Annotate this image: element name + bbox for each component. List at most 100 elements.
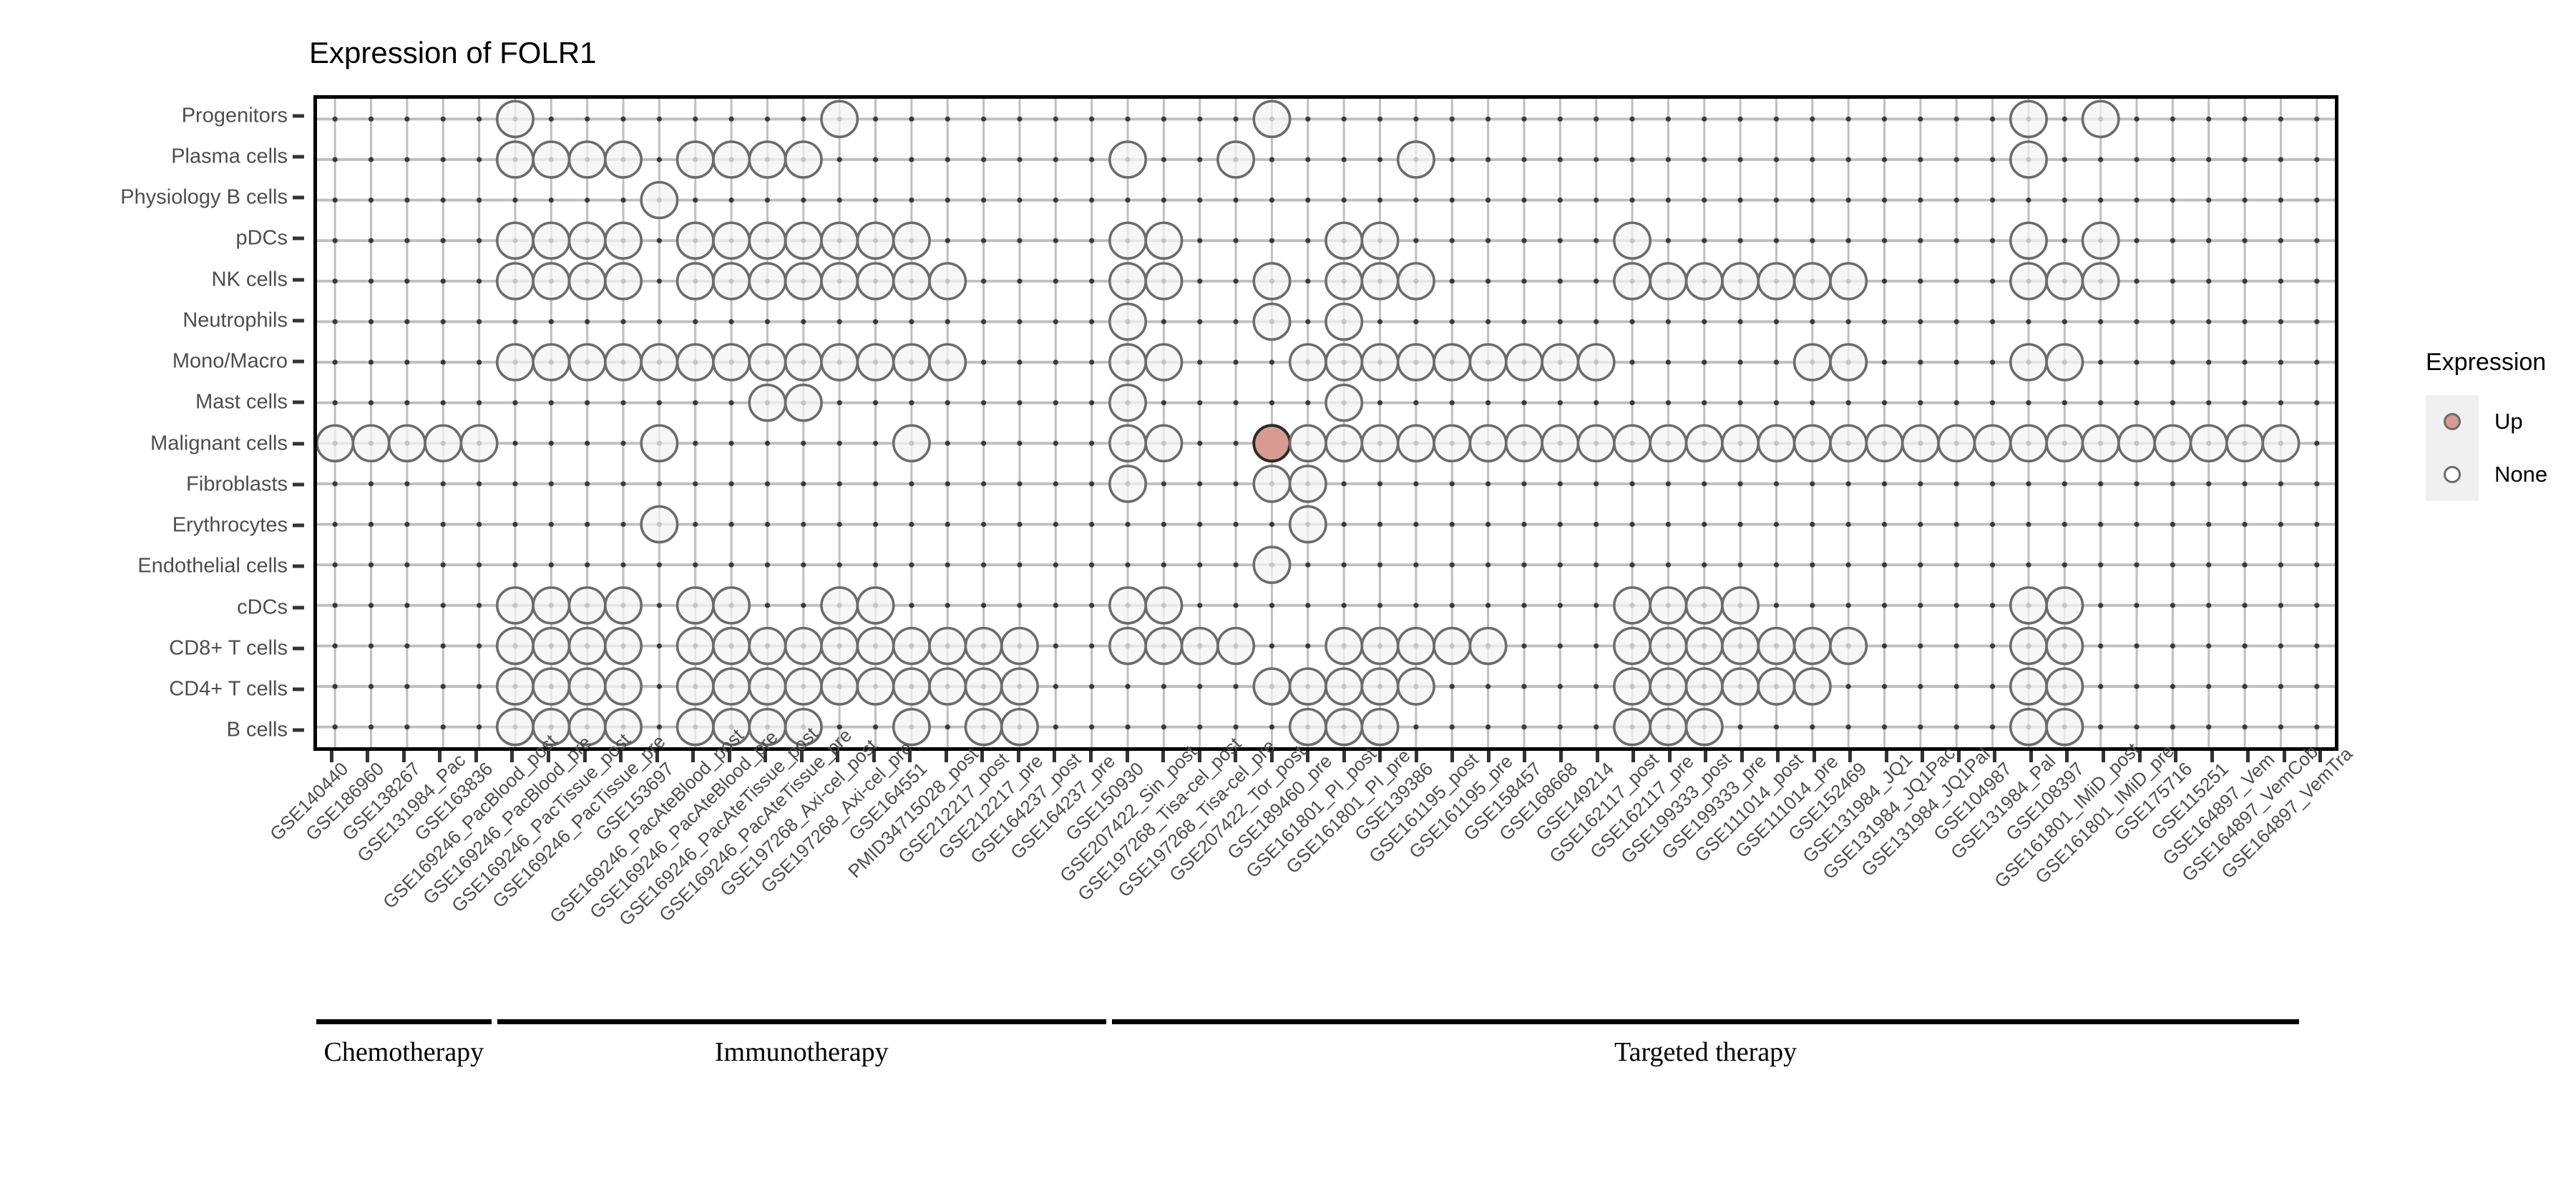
therapy-group-bar — [497, 1019, 1106, 1024]
dot-cell — [856, 586, 895, 625]
dot-cell — [604, 586, 643, 625]
dot-cell — [604, 262, 643, 301]
x-axis-tick — [2210, 751, 2214, 762]
y-axis-label: CD8+ T cells — [169, 636, 288, 660]
dot-cell — [1792, 667, 1832, 706]
dot-cell — [459, 424, 499, 463]
dot-cell — [1396, 262, 1435, 301]
y-axis-label: Erythrocytes — [172, 513, 288, 537]
x-axis-tick — [763, 751, 768, 762]
dot-cell — [820, 99, 859, 139]
legend-title: Expression — [2426, 349, 2547, 376]
dot-cell — [1216, 140, 1256, 179]
dot-cell — [928, 343, 967, 381]
dot-cell — [1108, 383, 1148, 422]
dot-cell — [604, 626, 643, 666]
dot-cell — [1144, 343, 1184, 381]
x-axis-tick — [2318, 751, 2323, 762]
y-axis-tick — [293, 319, 304, 323]
y-axis-tick — [293, 606, 304, 610]
x-axis-tick — [2174, 751, 2178, 762]
x-axis-tick — [1234, 751, 1238, 762]
dotplot-grid — [317, 99, 2335, 747]
x-axis-tick — [2137, 751, 2142, 762]
x-axis-tick — [2065, 751, 2069, 762]
y-axis-label: Physiology B cells — [120, 185, 288, 209]
dot-cell — [1829, 262, 1868, 301]
dot-cell — [1396, 140, 1435, 179]
x-axis-tick — [1740, 751, 1744, 762]
dot-cell — [2045, 586, 2084, 625]
y-axis-tick — [293, 114, 304, 118]
x-axis-tick — [1595, 751, 1599, 762]
dot-cell — [604, 667, 643, 706]
dot-cell — [1000, 626, 1039, 666]
dot-cell — [2045, 667, 2084, 706]
dot-cell — [1324, 302, 1364, 341]
dot-cell — [1252, 545, 1292, 584]
x-axis-tick — [1558, 751, 1563, 762]
dot-cell — [712, 586, 751, 625]
x-axis-tick — [1306, 751, 1310, 762]
y-axis-label: Neutrophils — [182, 308, 288, 332]
dot-cell — [604, 221, 643, 260]
x-axis-tick — [1197, 751, 1201, 762]
x-axis-tick — [1450, 751, 1455, 762]
dot-cell — [1324, 383, 1364, 422]
dot-cell — [640, 424, 679, 463]
x-axis-tick — [1921, 751, 1925, 762]
dot-cell — [1721, 586, 1760, 625]
x-axis-tick — [655, 751, 659, 762]
x-axis-tick — [1848, 751, 1853, 762]
x-axis-tick — [799, 751, 804, 762]
y-axis-label: cDCs — [237, 596, 288, 619]
x-axis-tick — [1414, 751, 1418, 762]
legend-item[interactable]: Up — [2426, 395, 2576, 448]
x-axis-tick — [582, 751, 587, 762]
legend-dot-icon — [2444, 466, 2461, 483]
x-axis-tick — [1342, 751, 1346, 762]
x-axis-tick — [908, 751, 912, 762]
y-axis-label: Plasma cells — [171, 145, 288, 168]
x-axis-tick — [727, 751, 731, 762]
x-axis-tick — [2246, 751, 2250, 762]
legend-dot-icon — [2444, 413, 2461, 430]
dot-cell — [2045, 626, 2084, 666]
dot-cell — [1144, 221, 1184, 260]
y-axis-tick — [293, 359, 304, 364]
dot-cell — [784, 140, 823, 179]
y-axis-tick — [293, 482, 304, 487]
dot-cell — [2081, 221, 2120, 260]
dot-cell — [2045, 707, 2084, 747]
legend-item-label: Up — [2494, 409, 2523, 434]
dot-cell — [2009, 99, 2048, 139]
dot-cell — [1468, 626, 1508, 666]
legend-item[interactable]: None — [2426, 448, 2576, 501]
dot-cell — [1108, 302, 1148, 341]
x-axis-tick — [438, 751, 442, 762]
dot-cell — [495, 99, 535, 139]
x-axis: GSE140440 GSE186960 GSE138267 GSE131984_Pac… — [265, 723, 2356, 1152]
therapy-group-label: Chemotherapy — [323, 1037, 484, 1067]
dot-cell — [1144, 586, 1184, 625]
dot-cell — [2081, 99, 2120, 139]
x-axis-tick — [1704, 751, 1708, 762]
x-axis-tick — [510, 751, 514, 762]
x-axis-tick — [836, 751, 840, 762]
dot-cell — [1108, 140, 1148, 179]
dot-cell — [1000, 667, 1039, 706]
dot-cell — [1829, 343, 1868, 381]
dot-cell — [1144, 424, 1184, 463]
legend-key-swatch — [2426, 448, 2479, 501]
dot-cell — [1360, 707, 1400, 747]
y-axis-tick — [293, 523, 304, 528]
x-axis-tick — [980, 751, 985, 762]
x-axis-tick — [944, 751, 948, 762]
x-axis-tick — [1486, 751, 1491, 762]
x-axis-tick — [1667, 751, 1672, 762]
dot-cell — [1000, 707, 1039, 747]
dot-cell — [1108, 465, 1148, 503]
dot-cell — [2009, 221, 2048, 260]
y-axis-tick — [293, 687, 304, 691]
